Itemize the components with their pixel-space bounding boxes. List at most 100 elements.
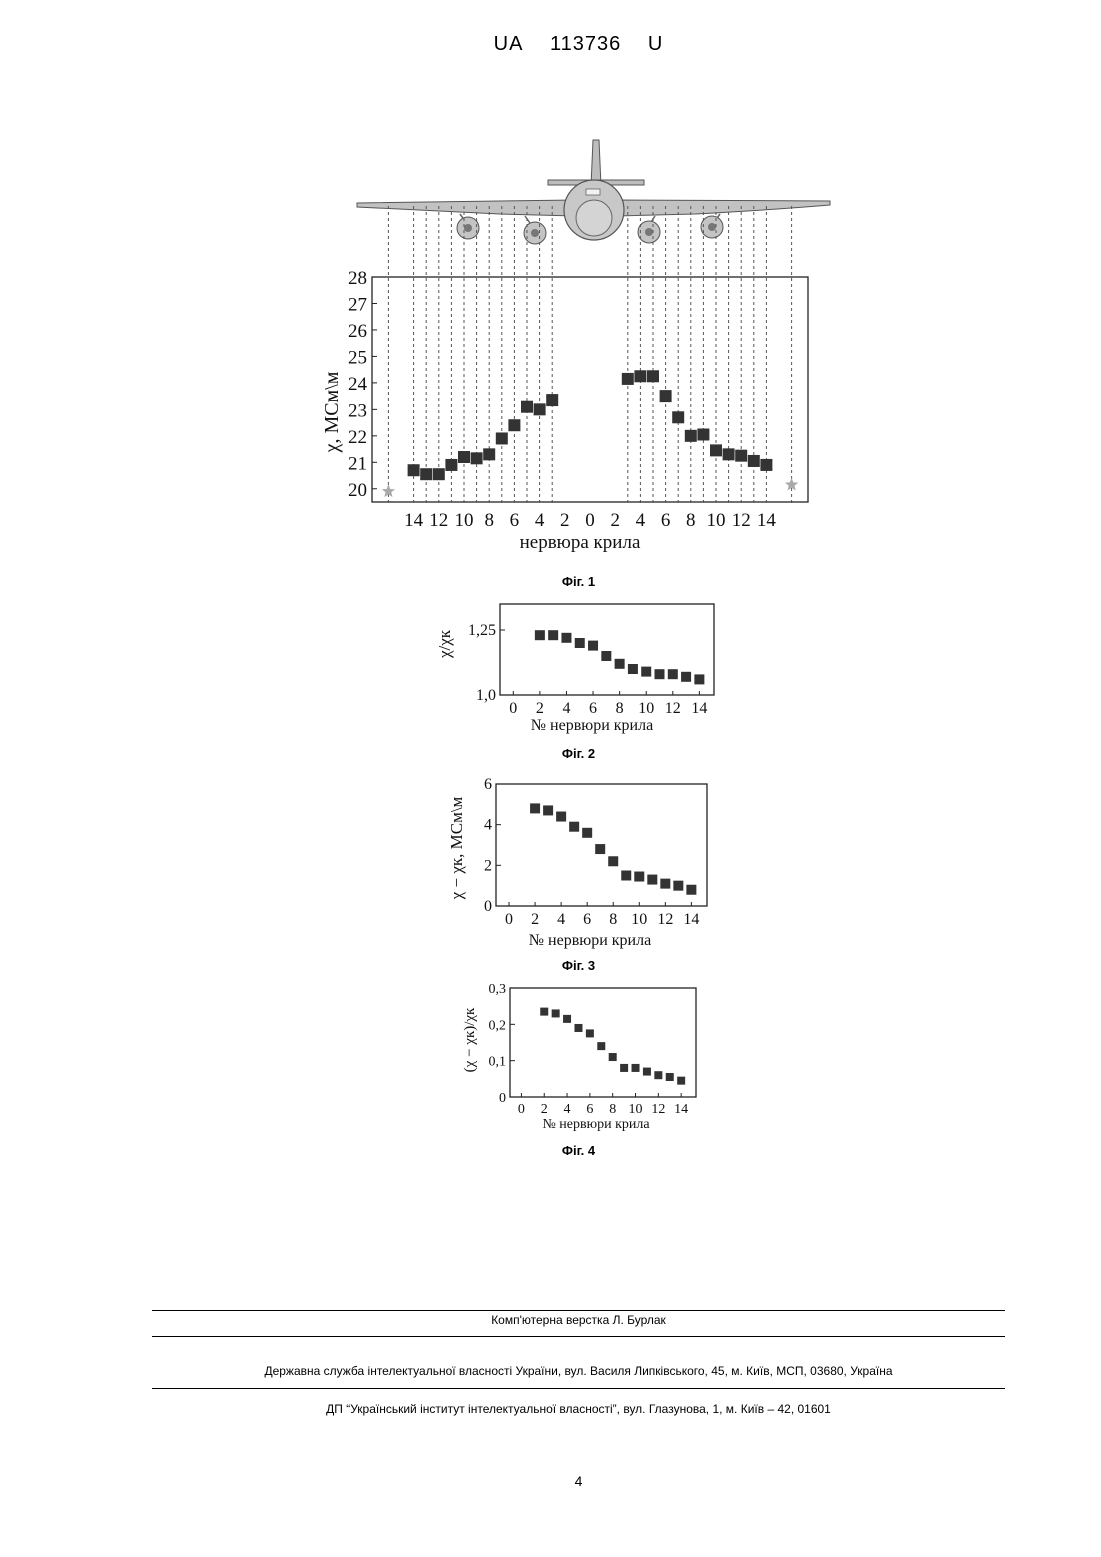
footer-rule-bottom <box>152 1388 1005 1389</box>
left-wing <box>357 200 575 216</box>
fig4-x-tick-label: 0 <box>518 1102 525 1117</box>
fig1-data-point <box>697 429 709 441</box>
agency-address: Державна служба інтелектуальної власност… <box>0 1364 1101 1378</box>
fig1-x-tick-label: 14 <box>757 510 777 531</box>
fig1-y-tick-label: 21 <box>348 453 367 474</box>
fig4-x-tick-label: 4 <box>564 1102 571 1117</box>
footer-rule-middle <box>152 1336 1005 1337</box>
fig1-y-tick-label: 26 <box>348 321 367 342</box>
fig4-y-tick-label: 0,3 <box>489 982 507 997</box>
fig1-y-tick-label: 25 <box>348 347 367 368</box>
fig4-x-tick-label: 8 <box>609 1102 616 1117</box>
fig1-x-tick-label: 2 <box>560 510 570 531</box>
fig3-y-tick-label: 0 <box>484 898 492 915</box>
fig1-x-tick-label: 2 <box>610 510 620 531</box>
institute-address: ДП “Український інститут інтелектуальної… <box>0 1402 1101 1416</box>
figure-4-y-axis-label: (χ − χк)/χк <box>462 1007 478 1072</box>
figure-4-chart: 00,10,20,302468101214 (χ − χк)/χк № нерв… <box>440 978 720 1138</box>
fig3-data-point <box>634 872 644 882</box>
fig2-data-point <box>655 669 665 679</box>
fig1-data-point <box>521 401 533 413</box>
figure-3-caption: Фіг. 3 <box>0 958 1101 973</box>
fig4-data-point <box>574 1024 582 1032</box>
figure-2-y-axis-label: χ/χк <box>435 629 454 659</box>
fig4-data-point <box>677 1077 685 1085</box>
fig2-x-tick-label: 4 <box>562 700 570 717</box>
fig1-y-tick-label: 27 <box>348 294 367 315</box>
fig1-data-point <box>433 468 445 480</box>
vertical-tail <box>591 140 601 186</box>
engine-left-inner-hub <box>531 229 539 237</box>
fig1-data-point <box>445 459 457 471</box>
fig3-data-point <box>556 812 566 822</box>
fig4-y-tick-label: 0 <box>499 1091 506 1106</box>
fig1-y-tick-label: 28 <box>348 268 367 289</box>
fig1-data-point <box>760 459 772 471</box>
fig1-data-point <box>735 450 747 462</box>
fig2-y-tick-label: 1,25 <box>468 622 496 639</box>
fig1-x-tick-label: 10 <box>455 510 474 531</box>
fig1-x-tick-label: 0 <box>585 510 595 531</box>
fig4-x-tick-label: 6 <box>586 1102 593 1117</box>
figure-1-chart: 202122232425262728141210864202468101214 … <box>300 130 860 560</box>
country-code: UA <box>494 33 524 55</box>
patent-number: 113736 <box>550 33 621 55</box>
fig1-x-tick-label: 8 <box>686 510 696 531</box>
figure-4-caption: Фіг. 4 <box>0 1143 1101 1158</box>
fig1-x-tick-label: 10 <box>707 510 726 531</box>
fig1-data-point <box>723 448 735 460</box>
fig4-data-point <box>654 1071 662 1079</box>
fuselage-inner-ring <box>576 200 612 236</box>
fig2-data-point <box>588 641 598 651</box>
fig1-data-point <box>508 419 520 431</box>
engine-right-inner-hub <box>645 228 653 236</box>
figure-1-marks <box>382 370 799 497</box>
figure-2-caption: Фіг. 2 <box>0 746 1101 761</box>
fig3-y-tick-label: 6 <box>484 776 492 793</box>
fig4-data-point <box>643 1068 651 1076</box>
document-kind: U <box>648 33 663 55</box>
fig2-x-tick-label: 2 <box>536 700 544 717</box>
figure-4-marks <box>540 1008 685 1085</box>
fig2-data-point <box>535 630 545 640</box>
fig2-x-tick-label: 8 <box>616 700 624 717</box>
fig4-data-point <box>620 1064 628 1072</box>
figure-3-x-axis-label: № нервюри крила <box>529 932 651 949</box>
fig4-data-point <box>563 1015 571 1023</box>
figure-4-axes: 00,10,20,302468101214 <box>489 982 697 1117</box>
figure-2-chart: 1,01,2502468101214 χ/χк № нервюри крила <box>420 596 730 742</box>
fig1-x-tick-label: 8 <box>484 510 494 531</box>
fig1-data-point <box>483 448 495 460</box>
fig1-data-point <box>685 430 697 442</box>
fig1-data-point <box>634 370 646 382</box>
fig2-data-point <box>681 672 691 682</box>
fig1-x-tick-label: 4 <box>535 510 545 531</box>
fig3-x-tick-label: 14 <box>683 911 699 928</box>
fig3-x-tick-label: 4 <box>557 911 565 928</box>
fig3-x-tick-label: 10 <box>631 911 647 928</box>
fig2-y-tick-label: 1,0 <box>476 687 496 704</box>
aircraft-illustration <box>357 140 830 244</box>
fig2-data-point <box>561 633 571 643</box>
fig2-data-point <box>694 674 704 684</box>
fig4-data-point <box>666 1073 674 1081</box>
fig3-data-point <box>621 871 631 881</box>
fig2-data-point <box>548 630 558 640</box>
figure-1-x-axis-label: нервюра крила <box>520 532 641 553</box>
fig2-data-point <box>615 659 625 669</box>
fig3-x-tick-label: 6 <box>583 911 591 928</box>
fig3-x-tick-label: 12 <box>657 911 673 928</box>
fig4-y-tick-label: 0,2 <box>489 1018 507 1033</box>
fig3-data-point <box>543 805 553 815</box>
fig1-data-point <box>408 464 420 476</box>
fig1-data-point <box>546 394 558 406</box>
fig1-data-point <box>458 451 470 463</box>
fig4-x-tick-label: 14 <box>674 1102 688 1117</box>
fig4-x-tick-label: 2 <box>541 1102 548 1117</box>
fig4-data-point <box>552 1009 560 1017</box>
page-number: 4 <box>0 1473 1101 1489</box>
figure-3-y-axis-label: χ − χк, МСм\м <box>447 796 466 900</box>
fig2-x-tick-label: 12 <box>665 700 681 717</box>
figure-1-y-axis-label: χ, МСм\м <box>321 371 343 453</box>
fig3-data-point <box>569 822 579 832</box>
